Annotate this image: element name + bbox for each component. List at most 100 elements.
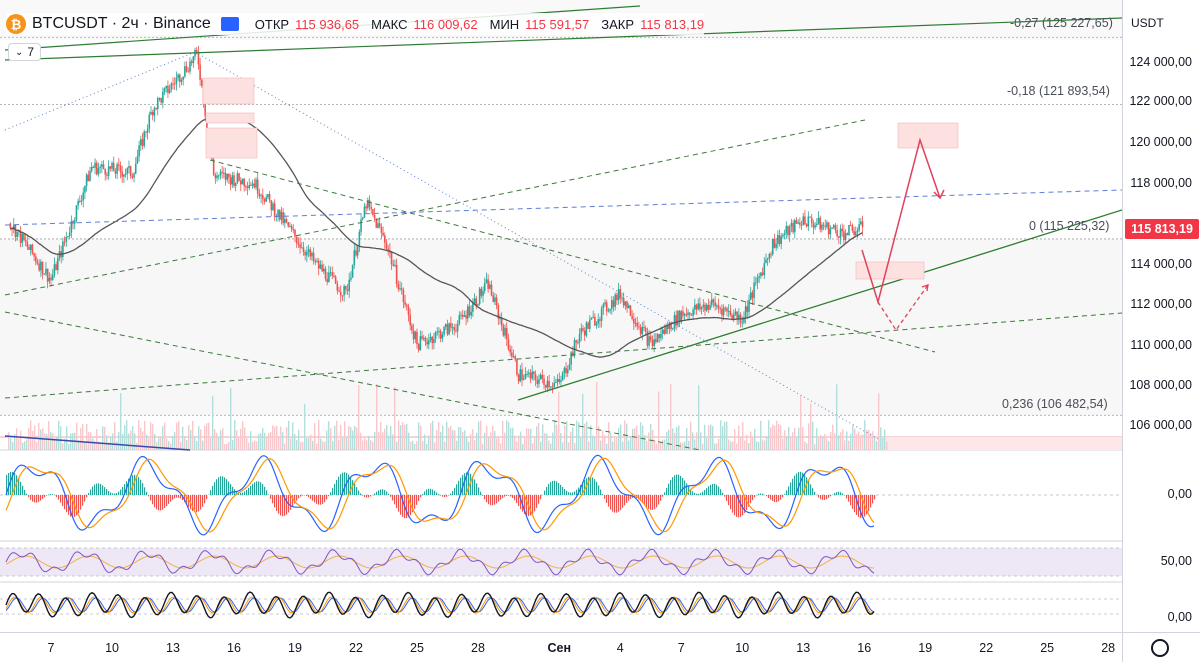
candle-body <box>219 171 222 176</box>
volume-bar <box>432 420 434 450</box>
candle-body <box>558 379 561 383</box>
rsi-ma-line <box>5 555 875 569</box>
channel-line <box>4 311 701 451</box>
candle-body <box>799 222 801 225</box>
supply-zone <box>202 77 255 105</box>
volume-bar <box>490 432 492 450</box>
macd-histogram-bar <box>38 495 40 502</box>
chart-area[interactable]: ₿ BTCUSDT · 2ч · Binance ОТКР 115 936,65… <box>0 0 1123 632</box>
macd-histogram-bar <box>334 483 336 495</box>
macd-histogram-bar <box>474 479 476 495</box>
candle-body <box>99 166 101 169</box>
axis-corner[interactable] <box>1122 632 1200 662</box>
macd-histogram-bar <box>670 480 672 495</box>
macd-histogram-bar <box>572 492 574 495</box>
volume-bar <box>682 442 684 450</box>
macd-histogram-bar <box>302 495 304 496</box>
macd-histogram-bar <box>70 495 72 517</box>
volume-bar <box>238 436 240 450</box>
time-axis[interactable]: 7 10 13 16 19 22 25 28 Сен 4 7 10 13 16 19 22 25 28 <box>0 632 1122 662</box>
candle-body <box>756 277 759 283</box>
volume-bar <box>292 422 294 450</box>
candle-body <box>150 112 152 115</box>
macd-histogram-bar <box>616 495 618 513</box>
gear-icon[interactable] <box>1151 639 1169 657</box>
volume-bar <box>652 429 654 450</box>
candle-body <box>192 56 195 64</box>
volume-bar <box>472 429 474 450</box>
volume-bar <box>26 439 28 450</box>
currency-unit[interactable]: USDT <box>1131 16 1164 30</box>
macd-histogram-bar <box>256 481 258 495</box>
macd-histogram-bar <box>242 492 244 495</box>
volume-bar <box>840 432 842 450</box>
macd-histogram-bar <box>680 475 682 495</box>
candle-body <box>273 203 276 217</box>
volume-bar <box>296 439 298 450</box>
stoch-zero-tick: 0,00 <box>1167 610 1192 624</box>
volume-bar <box>772 424 774 450</box>
macd-histogram-bar <box>654 495 656 510</box>
volume-bar <box>324 441 326 450</box>
macd-histogram-bar <box>118 491 120 495</box>
candle-body <box>826 222 828 228</box>
candle-body <box>329 272 332 274</box>
volume-bar <box>40 429 42 450</box>
candle-body <box>765 259 767 264</box>
candle-body <box>797 222 799 224</box>
candle-body <box>533 371 535 375</box>
candle-body <box>680 311 683 323</box>
volume-bar <box>450 425 452 450</box>
volume-bar <box>156 441 158 450</box>
candle-body <box>587 322 589 329</box>
indicators-toggle-button[interactable]: ⌄ 7 <box>8 43 42 61</box>
price-axis[interactable]: USDT 124 000,00 122 000,00 120 000,00 11… <box>1122 0 1200 632</box>
volume-bar <box>348 425 350 450</box>
volume-bar <box>30 420 32 450</box>
flag-icon[interactable] <box>220 17 239 31</box>
macd-histogram-bar <box>46 495 48 496</box>
macd-histogram-bar <box>498 495 500 502</box>
macd-histogram-bar <box>540 495 542 500</box>
price-tick: 114 000,00 <box>1130 257 1192 271</box>
candle-body <box>129 166 132 177</box>
volume-bar <box>884 429 886 450</box>
macd-histogram-bar <box>456 484 458 495</box>
volume-bar <box>366 439 368 450</box>
candle-body <box>160 98 162 103</box>
volume-bar <box>60 426 62 450</box>
candle-body <box>741 322 744 324</box>
volume-bar <box>514 435 516 450</box>
symbol-title[interactable]: BTCUSDT · 2ч · Binance <box>32 15 211 32</box>
volume-bar <box>318 420 320 450</box>
volume-bar <box>170 443 172 450</box>
candle-body <box>734 311 737 315</box>
candle-body <box>470 311 472 316</box>
chevron-down-icon: ⌄ <box>15 46 24 58</box>
candle-body <box>431 336 434 344</box>
time-tick: 28 <box>1101 641 1116 655</box>
candle-body <box>627 305 630 309</box>
macd-histogram-bar <box>436 492 438 495</box>
candle-body <box>114 171 117 174</box>
candle-body <box>517 374 520 382</box>
volume-bar <box>390 425 392 450</box>
macd-histogram-bar <box>306 495 308 497</box>
macd-histogram-bar <box>664 492 666 495</box>
chart-svg[interactable] <box>0 0 1123 632</box>
candle-body <box>624 301 627 306</box>
volume-bar <box>780 425 782 450</box>
candle-body <box>729 310 732 316</box>
macd-histogram-bar <box>570 492 572 495</box>
candle-body <box>600 308 603 321</box>
macd-histogram-bar <box>628 495 630 501</box>
candle-body <box>594 316 596 326</box>
volume-bar <box>206 423 208 450</box>
volume-bar <box>306 438 308 450</box>
candle-body <box>223 172 225 174</box>
volume-bar <box>88 432 90 450</box>
macd-histogram-bar <box>464 473 466 495</box>
candle-body <box>612 300 615 307</box>
volume-bar <box>112 433 114 450</box>
volume-bar <box>726 421 728 450</box>
